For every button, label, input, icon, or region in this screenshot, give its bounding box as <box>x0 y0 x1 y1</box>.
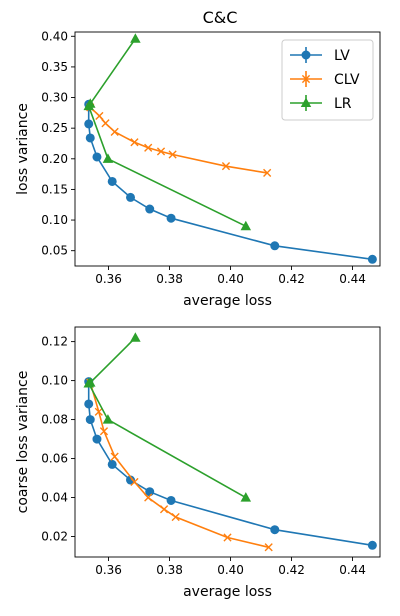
series-line-clv <box>89 382 269 549</box>
data-point-clv <box>221 162 231 171</box>
x-tick-label: 0.36 <box>95 272 122 286</box>
y-tick-label: 0.25 <box>41 121 68 135</box>
series-line-lv <box>87 104 373 261</box>
y-tick-label: 0.10 <box>41 213 68 227</box>
y-axis-label: loss variance <box>15 103 31 195</box>
data-point-clv <box>264 543 273 552</box>
data-point-lv <box>126 192 136 202</box>
data-point-lr <box>240 220 252 231</box>
x-axis-label: average loss <box>183 584 272 600</box>
data-point-clv <box>110 127 119 136</box>
series-clv <box>86 103 272 177</box>
data-point-lv <box>145 487 155 497</box>
data-point-lv <box>107 176 117 186</box>
data-point-lv <box>270 241 280 251</box>
y-tick-label: 0.06 <box>41 452 68 466</box>
data-point-lv <box>85 133 95 143</box>
data-point-clv <box>95 111 104 121</box>
data-point-clv <box>171 512 180 522</box>
data-point-clv <box>144 493 153 502</box>
plot-frame <box>74 326 381 558</box>
y-tick-label: 0.08 <box>41 413 68 427</box>
legend-label: LV <box>334 48 350 64</box>
data-point-lv <box>84 399 94 409</box>
data-point-lv <box>84 119 94 129</box>
series-line-lr <box>87 38 247 227</box>
data-point-clv <box>110 452 119 461</box>
plot-frame <box>74 31 381 267</box>
data-point-lv <box>145 204 155 214</box>
figure-title: C&C <box>203 8 238 27</box>
data-point-lv <box>367 540 377 550</box>
data-point-lr <box>102 153 114 163</box>
x-tick-label: 0.40 <box>217 272 244 286</box>
x-tick-label: 0.44 <box>339 272 366 286</box>
data-point-lr <box>83 378 94 388</box>
legend-label: CLV <box>334 72 360 88</box>
y-tick-label: 0.04 <box>41 491 68 505</box>
data-point-lv <box>85 415 95 425</box>
legend: LV CLV LR <box>281 39 374 121</box>
y-tick-label: 0.05 <box>41 244 68 258</box>
data-point-clv <box>168 150 177 159</box>
legend-entry-lr: LR <box>290 95 352 112</box>
x-tick-label: 0.40 <box>217 563 244 577</box>
y-tick-label: 0.20 <box>41 152 68 166</box>
data-point-clv <box>94 407 103 416</box>
x-tick-label: 0.44 <box>339 563 366 577</box>
data-point-clv <box>101 119 110 128</box>
data-point-lv <box>270 525 280 535</box>
data-point-clv <box>223 533 232 542</box>
series-lr <box>83 332 252 502</box>
legend-label: LR <box>334 96 352 112</box>
series-lr <box>83 33 252 231</box>
data-point-clv <box>130 138 139 147</box>
data-point-clv <box>99 427 109 436</box>
series-lv <box>84 377 377 550</box>
y-tick-label: 0.12 <box>41 335 68 349</box>
data-point-clv <box>263 168 272 177</box>
y-axis-label: coarse loss variance <box>15 371 31 514</box>
y-tick-label: 0.15 <box>41 182 68 196</box>
y-tick-label: 0.10 <box>41 374 68 388</box>
x-tick-label: 0.38 <box>156 563 183 577</box>
data-point-lr <box>130 332 141 342</box>
series-line-lv <box>87 381 373 547</box>
data-point-lr <box>83 100 94 111</box>
data-point-lr <box>240 492 252 502</box>
data-point-lv <box>166 495 176 505</box>
data-point-lv <box>107 459 117 469</box>
y-tick-label: 0.30 <box>41 91 68 105</box>
chart-top-loss-variance: 0.36 0.38 0.40 0.42 0.44 0.05 0.10 0.15 0.20 0.25… <box>15 29 381 309</box>
x-axis-label: average loss <box>183 293 272 309</box>
data-point-lr <box>102 414 114 424</box>
data-point-lv <box>92 152 102 162</box>
data-point-lv <box>92 434 102 444</box>
x-tick-label: 0.42 <box>278 563 305 577</box>
y-tick-label: 0.02 <box>41 530 68 544</box>
legend-marker <box>300 97 312 108</box>
legend-entry-clv: CLV <box>290 71 360 88</box>
data-point-clv <box>156 147 166 156</box>
legend-marker <box>301 74 311 84</box>
data-point-clv <box>144 143 153 152</box>
legend-marker <box>301 50 311 60</box>
data-point-lv <box>367 254 377 264</box>
x-tick-label: 0.38 <box>156 272 183 286</box>
legend-entry-lv: LV <box>290 47 350 64</box>
y-tick-label: 0.40 <box>41 29 68 43</box>
data-point-lv <box>166 213 176 223</box>
data-point-clv <box>159 505 169 514</box>
data-point-clv <box>130 477 139 487</box>
series-lv <box>84 99 377 264</box>
data-point-lr <box>130 33 141 43</box>
y-tick-label: 0.35 <box>41 60 68 74</box>
x-tick-label: 0.42 <box>278 272 305 286</box>
x-tick-label: 0.36 <box>95 563 122 577</box>
chart-bottom-coarse-loss-variance: 0.36 0.38 0.40 0.42 0.44 0.02 0.04 0.06 0.08 0.10… <box>15 326 381 600</box>
series-line-lr <box>87 337 247 499</box>
